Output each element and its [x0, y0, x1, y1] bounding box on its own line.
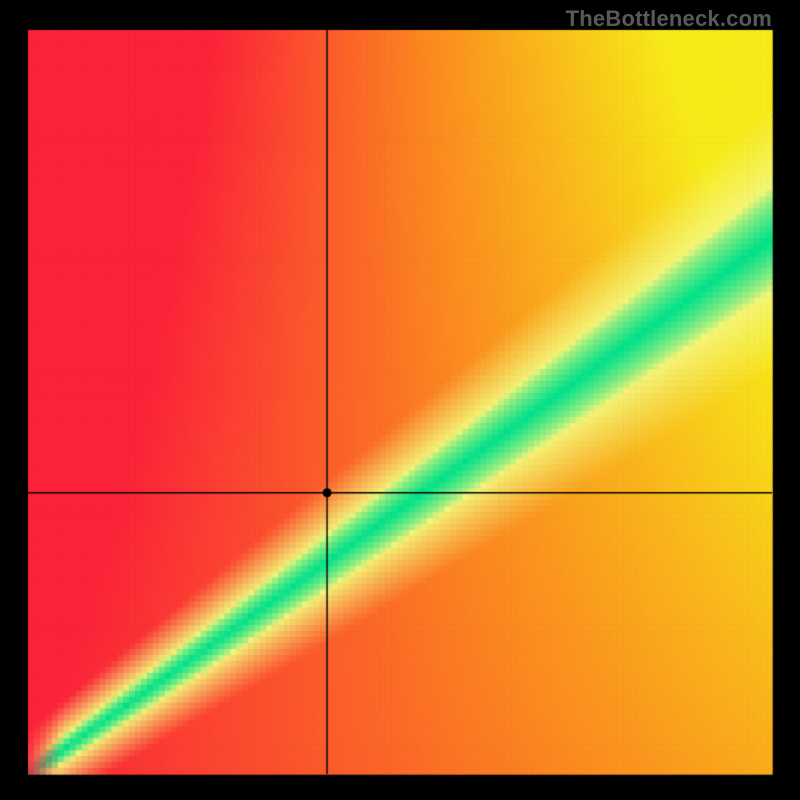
chart-container: TheBottleneck.com — [0, 0, 800, 800]
watermark-text: TheBottleneck.com — [566, 6, 772, 32]
bottleneck-heatmap-canvas — [0, 0, 800, 800]
